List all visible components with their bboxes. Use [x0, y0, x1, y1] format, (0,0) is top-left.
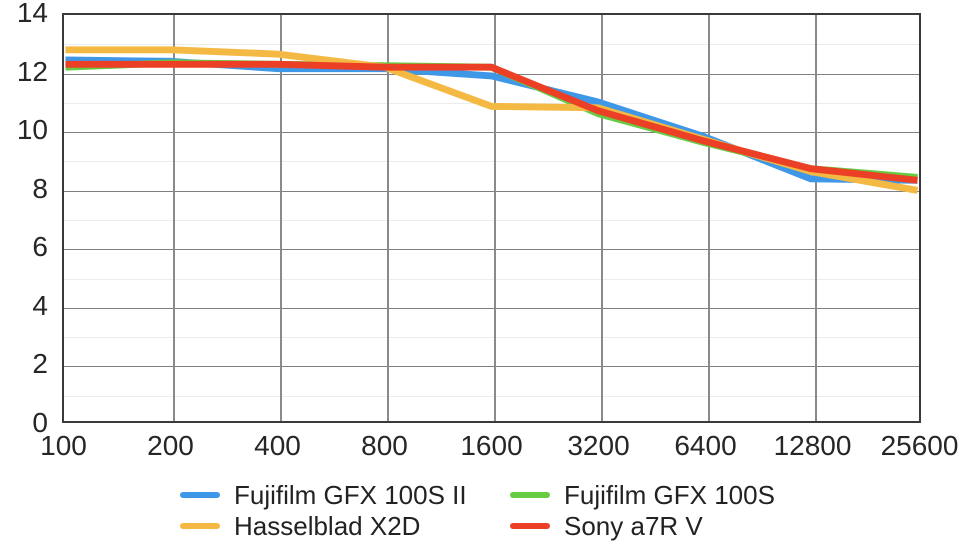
x-axis-tick-label: 800 — [361, 430, 408, 461]
x-axis-tick-label: 12800 — [773, 430, 852, 461]
legend-item[interactable]: Fujifilm GFX 100S — [510, 481, 840, 509]
y-axis-tick-label: 2 — [32, 348, 48, 380]
plot-area — [62, 13, 921, 423]
gridline-vertical — [814, 15, 817, 421]
legend-item-label: Sony a7R V — [564, 510, 703, 541]
y-axis-tick-label: 0 — [32, 407, 48, 438]
x-axis-tick-label: 400 — [254, 430, 301, 461]
gridline-minor-horizontal — [64, 395, 919, 397]
legend-swatch-icon — [180, 491, 220, 498]
legend-item[interactable]: Hasselblad X2D — [180, 512, 510, 540]
x-axis-tick-label: 3200 — [567, 430, 630, 461]
y-axis-tick-label: 4 — [32, 289, 48, 321]
gridline-minor-horizontal — [64, 44, 919, 46]
gridline-vertical — [600, 15, 603, 421]
gridline-vertical — [386, 15, 389, 421]
series-lines — [65, 46, 919, 194]
legend-swatch-icon — [180, 522, 220, 529]
x-axis-tick-label: 100 — [40, 430, 87, 461]
x-axis-tick-label: 200 — [147, 430, 194, 461]
x-axis-tick-label: 6400 — [674, 430, 737, 461]
gridline-major-horizontal — [64, 132, 919, 134]
y-axis-tick-label: 6 — [32, 231, 48, 263]
gridline-major-horizontal — [64, 307, 919, 309]
legend-item[interactable]: Sony a7R V — [510, 512, 840, 540]
gridline-minor-horizontal — [64, 220, 919, 221]
legend-item[interactable]: Fujifilm GFX 100S II — [180, 481, 510, 509]
gridline-minor-horizontal — [64, 161, 919, 163]
legend-item-label: Fujifilm GFX 100S — [564, 479, 775, 510]
gridline-minor-horizontal — [64, 337, 919, 339]
chart-legend: Fujifilm GFX 100S II Fujifilm GFX 100S Has… — [180, 479, 880, 541]
gridline-major-horizontal — [64, 366, 919, 368]
gridline-vertical — [707, 15, 710, 421]
series-line — [65, 60, 918, 184]
gridline-vertical — [279, 15, 282, 421]
gridline-major-horizontal — [64, 190, 919, 192]
gridline-major-horizontal — [64, 249, 919, 251]
gridline-minor-horizontal — [64, 278, 919, 280]
y-axis-tick-label: 12 — [16, 55, 48, 87]
gridline-vertical — [493, 15, 496, 421]
legend-swatch-icon — [510, 491, 550, 498]
y-axis-tick-label: 10 — [16, 114, 48, 146]
gridline-vertical — [172, 15, 175, 421]
y-axis-tick-label: 14 — [16, 0, 48, 28]
x-axis-tick-label: 25600 — [880, 430, 959, 461]
y-axis-tick-label: 8 — [32, 172, 48, 204]
legend-swatch-icon — [510, 522, 550, 529]
legend-item-label: Fujifilm GFX 100S II — [234, 479, 467, 510]
legend-item-label: Hasselblad X2D — [234, 510, 421, 541]
x-axis-tick-label: 1600 — [460, 430, 523, 461]
